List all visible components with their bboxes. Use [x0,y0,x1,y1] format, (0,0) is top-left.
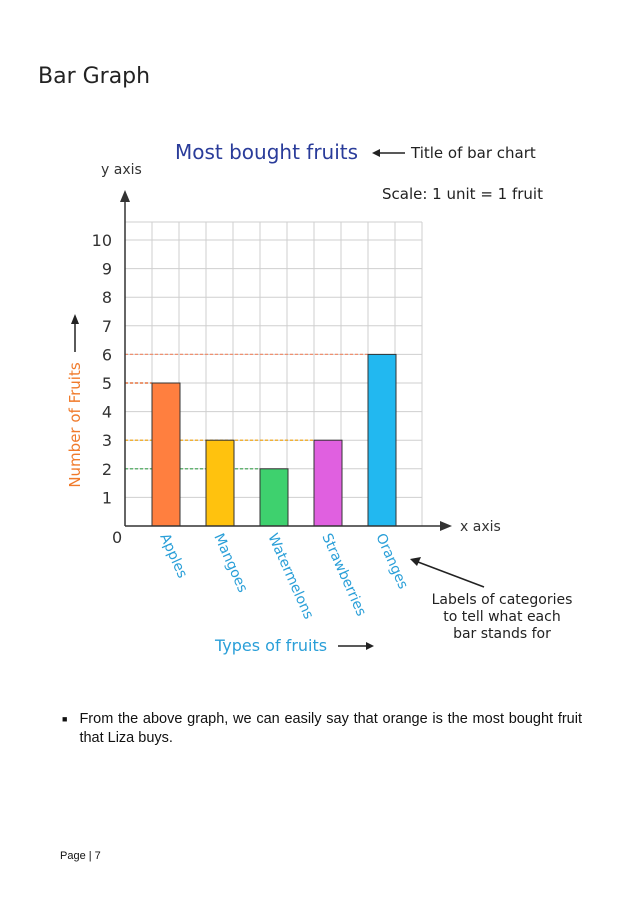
category-annotation-line: bar stands for [453,626,551,642]
y-tick-label: 3 [102,431,112,450]
bar-chart: 1 2 3 4 5 6 7 8 9 10 0 Apples Mangoes Watermelons Str… [66,140,572,655]
page-heading: Bar Graph [38,64,151,89]
category-pointer-line [417,561,485,588]
bullet-text: From the above graph, we can easily say … [79,711,582,746]
y-tick-label: 1 [102,488,112,507]
y-axis-label: Number of Fruits [66,362,84,488]
chart-axes [120,190,452,531]
bar-oranges [367,353,397,527]
category-label-watermelons: Watermelons [264,531,316,622]
x-label-arrow-icon [366,642,374,650]
bar-watermelons [259,468,289,527]
y-tick-label: 5 [102,374,112,393]
category-labels: Apples Mangoes Watermelons Strawberries Oran… [156,531,411,622]
page-number: Page | 7 [60,850,101,862]
y-tick-label: 7 [102,317,112,336]
origin-label: 0 [112,528,122,547]
x-axis-label: Types of fruits [214,636,327,655]
title-pointer-arrow-icon [372,149,380,157]
y-axis-arrow-icon [120,190,130,202]
category-label-strawberries: Strawberries [318,531,369,619]
category-label-oranges: Oranges [372,531,411,591]
bullet-item: ■ From the above graph, we can easily sa… [62,710,582,748]
category-annotation-line: to tell what each [443,609,560,625]
chart-text: Most bought fruits Title of bar chart Scal… [66,140,572,655]
category-label-apples: Apples [156,531,190,581]
y-tick-label: 9 [102,260,112,279]
y-axis-name: y axis [101,162,142,178]
category-pointer-arrow-icon [410,557,421,566]
x-axis-arrow-icon [440,521,452,531]
chart-bars [151,353,397,527]
bar-apples [151,382,181,527]
bar-strawberries [313,439,343,527]
category-annotation-line: Labels of categories [432,592,573,608]
y-tick-label: 8 [102,288,112,307]
bar-mangoes [205,439,235,527]
bullet-square-icon: ■ [62,714,68,724]
y-tick-label: 6 [102,345,112,364]
category-label-mangoes: Mangoes [210,531,250,595]
title-annotation: Title of bar chart [410,144,536,162]
y-label-arrow-icon [71,314,79,324]
y-tick-label: 2 [102,460,112,479]
x-axis-name: x axis [460,519,501,535]
scale-note: Scale: 1 unit = 1 fruit [382,185,543,203]
chart-title: Most bought fruits [175,140,358,164]
y-tick-label: 10 [92,231,112,250]
y-tick-label: 4 [102,403,112,422]
y-tick-labels: 1 2 3 4 5 6 7 8 9 10 0 [92,231,123,547]
